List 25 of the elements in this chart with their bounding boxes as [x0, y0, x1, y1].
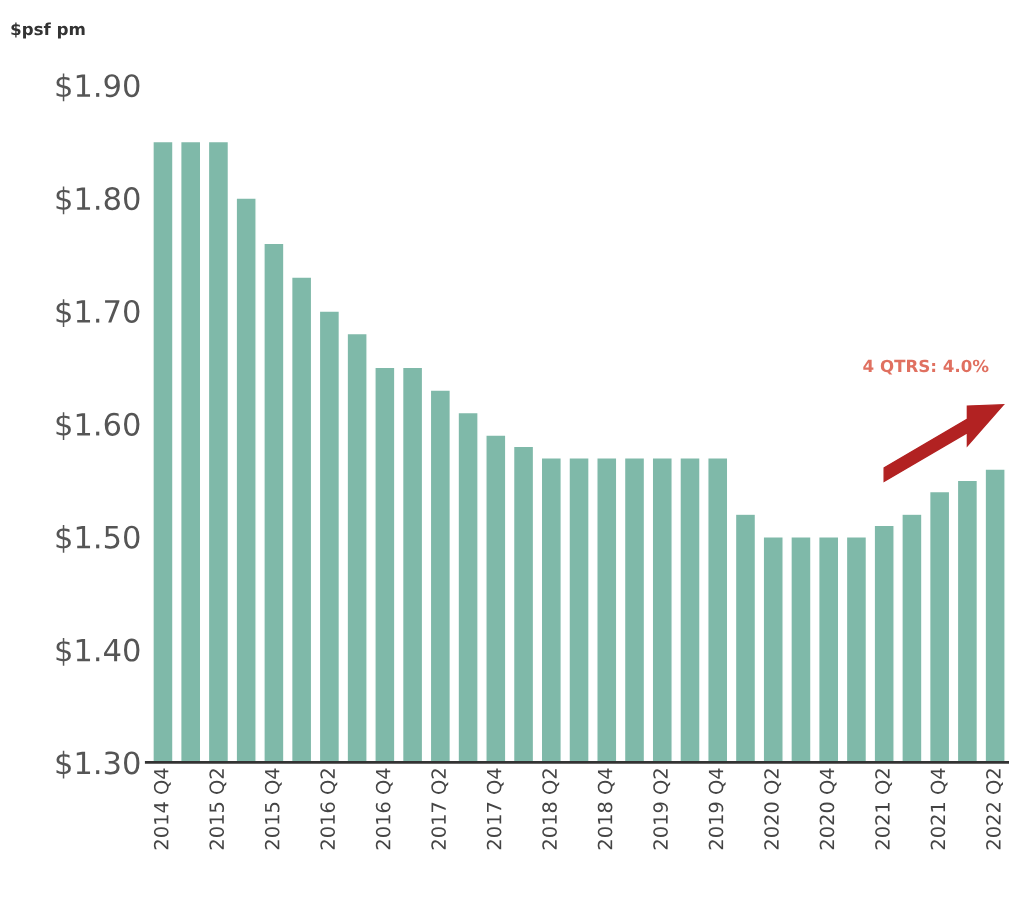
x-tick-label: 2015 Q2 [209, 769, 227, 850]
y-axis-title: $psf pm [11, 22, 85, 39]
y-tick-label: $1.60 [56, 412, 140, 440]
x-tick-label: 2019 Q4 [708, 768, 726, 850]
x-tick-label: 2014 Q4 [153, 768, 171, 850]
x-tick-label: 2020 Q4 [819, 768, 837, 850]
x-tick-label: 2018 Q2 [542, 769, 560, 850]
x-tick-label: 2018 Q4 [597, 768, 615, 850]
x-tick-label: 2016 Q4 [375, 768, 393, 850]
x-tick-label: 2021 Q2 [875, 769, 893, 850]
y-tick-label: $1.80 [56, 186, 140, 215]
x-tick-label: 2020 Q2 [764, 769, 782, 850]
annotation: 4 QTRS: 4.0% [863, 359, 989, 375]
x-tick-label: 2017 Q2 [431, 769, 449, 850]
y-tick-label: $1.50 [56, 525, 140, 553]
y-tick-label: $1.90 [56, 73, 140, 102]
y-tick-label: $1.30 [56, 750, 140, 779]
x-tick-label: 2021 Q4 [930, 768, 948, 850]
x-tick-label: 2016 Q2 [320, 769, 338, 850]
x-tick-label: 2019 Q2 [653, 769, 671, 850]
x-tick-label: 2022 Q2 [986, 769, 1003, 850]
x-tick-label: 2017 Q4 [486, 768, 504, 850]
y-tick-label: $1.40 [56, 637, 140, 666]
y-tick-label: $1.70 [56, 299, 140, 328]
x-tick-label: 2015 Q4 [264, 768, 282, 850]
